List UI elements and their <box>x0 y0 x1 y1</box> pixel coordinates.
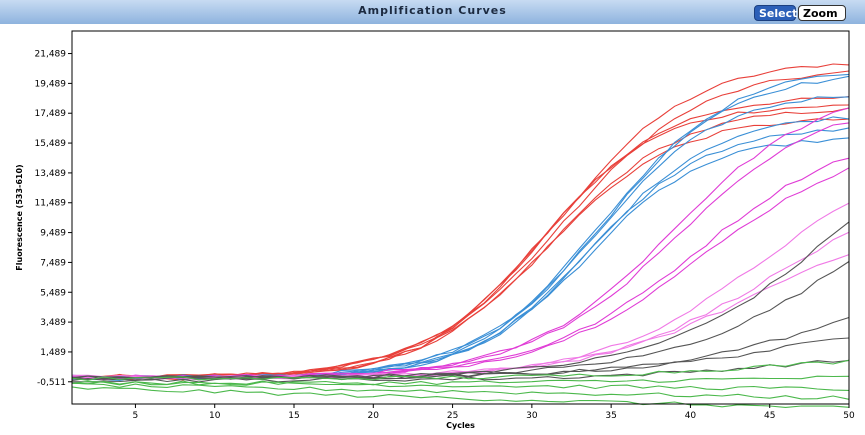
amplification-curve-12[interactable] <box>71 137 850 381</box>
y-tick-label: -0,511 <box>37 378 66 388</box>
amplification-curve-26[interactable] <box>71 380 850 391</box>
y-tick-label: 7,489 <box>40 258 66 268</box>
chart-title-bar: Amplification Curves Select Zoom <box>0 0 865 25</box>
y-tick-label: 3,489 <box>40 318 66 328</box>
x-tick-label: 40 <box>685 411 697 421</box>
y-tick-label: 9,489 <box>40 229 66 239</box>
x-tick-label: 5 <box>133 411 139 421</box>
x-tick-label: 25 <box>447 411 458 421</box>
y-axis-label: Fluorescence (533-610) <box>15 164 24 270</box>
x-tick-label: 20 <box>368 411 380 421</box>
amplification-curve-25[interactable] <box>71 359 850 381</box>
x-tick-label: 35 <box>605 411 616 421</box>
chart-title: Amplification Curves <box>358 4 507 17</box>
y-tick-label: 5,489 <box>40 288 66 298</box>
amplification-curve-29[interactable] <box>71 386 850 408</box>
amplification-curve-27[interactable] <box>71 382 850 400</box>
x-tick-label: 30 <box>526 411 538 421</box>
x-axis-label: Cycles <box>446 421 475 430</box>
x-tick-label: 15 <box>288 411 299 421</box>
x-tick-label: 10 <box>209 411 221 421</box>
y-tick-label: 19,489 <box>35 79 67 89</box>
x-tick-label: 50 <box>843 411 855 421</box>
amplification-curve-20[interactable] <box>71 221 850 380</box>
y-tick-label: 21,489 <box>35 50 67 60</box>
y-tick-label: 15,489 <box>35 139 67 149</box>
axes-layer: -0,511 1,489 3,489 5,489 7,489 9,489 11,489 13,… <box>35 30 855 421</box>
series-layer <box>71 63 850 408</box>
y-tick-label: 17,489 <box>35 109 67 119</box>
amplification-curve-21[interactable] <box>71 261 850 379</box>
y-tick-label: 13,489 <box>35 169 67 179</box>
select-button[interactable]: Select <box>754 5 797 21</box>
plot-frame <box>71 30 850 405</box>
y-tick-label: 1,489 <box>40 348 66 358</box>
y-tick-label: 11,489 <box>35 199 67 209</box>
x-tick-label: 45 <box>764 411 775 421</box>
amplification-curve-23[interactable] <box>71 337 850 380</box>
amplification-curve-28[interactable] <box>71 375 850 386</box>
zoom-button[interactable]: Zoom <box>798 5 846 21</box>
amplification-chart[interactable]: -0,511 1,489 3,489 5,489 7,489 9,489 11,489 13,… <box>0 24 865 435</box>
